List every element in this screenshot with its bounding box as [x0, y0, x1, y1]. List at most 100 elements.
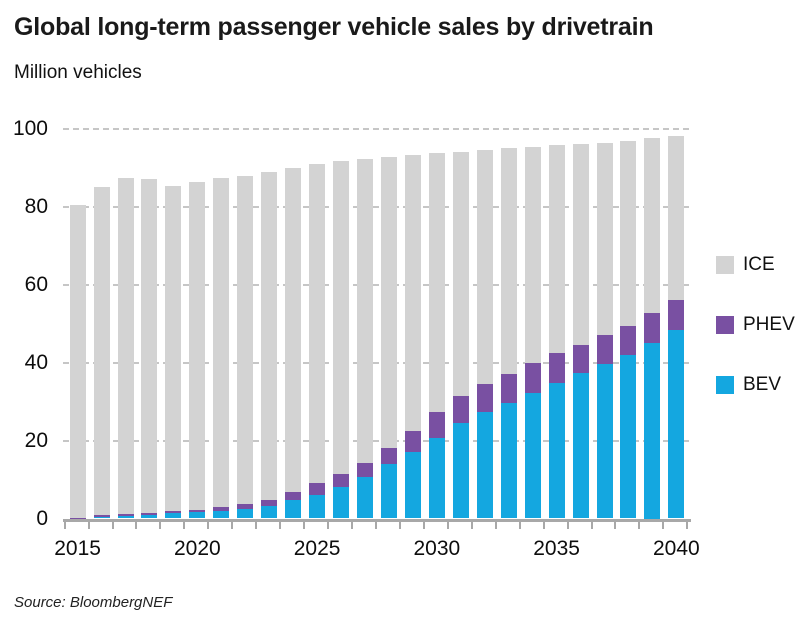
bar-2019-phev	[165, 511, 182, 514]
x-axis-tick	[159, 521, 162, 529]
gridline-y-60	[63, 283, 690, 286]
x-axis-tick	[686, 521, 689, 529]
chart-title: Global long-term passenger vehicle sales…	[14, 13, 654, 41]
bar-2029-bev	[404, 451, 421, 519]
x-axis-tick	[590, 521, 593, 529]
x-axis-line	[63, 518, 691, 522]
phev-swatch-icon	[716, 316, 734, 334]
bar-2036-phev	[572, 344, 589, 374]
bar-2034-phev	[524, 363, 541, 393]
bar-2040-phev	[668, 300, 685, 330]
legend-label-ice: ICE	[743, 254, 775, 275]
x-axis-tick	[63, 521, 66, 529]
gridline-y-40	[63, 361, 690, 364]
bar-2031-bev	[452, 422, 469, 519]
bar-2035-bev	[548, 382, 565, 519]
bar-2038-bev	[620, 354, 637, 519]
x-axis-tick	[542, 521, 545, 529]
bar-2033-bev	[500, 402, 517, 519]
x-axis-tick	[446, 521, 449, 529]
bar-2039-bev	[644, 343, 661, 519]
bar-2024-bev	[285, 499, 302, 519]
bar-2016-ice	[93, 187, 110, 516]
bar-2017-phev	[117, 514, 134, 517]
x-axis-tick	[470, 521, 473, 529]
x-axis-label-2025: 2025	[293, 537, 341, 560]
bar-2040-ice	[668, 135, 685, 301]
bar-2036-ice	[572, 144, 589, 345]
legend-item-phev: PHEV	[716, 314, 795, 335]
bar-2038-ice	[620, 140, 637, 327]
x-axis-tick	[111, 521, 114, 529]
bar-2027-bev	[357, 476, 373, 519]
bar-2037-bev	[596, 364, 613, 519]
bar-2029-phev	[404, 430, 421, 452]
bar-2034-bev	[524, 392, 541, 519]
bar-2031-phev	[452, 396, 469, 423]
bar-2026-ice	[333, 161, 350, 474]
legend-label-bev: BEV	[743, 374, 782, 395]
bar-2023-phev	[261, 499, 278, 506]
bar-2037-ice	[596, 142, 613, 336]
bar-2027-phev	[357, 462, 373, 477]
bar-2024-phev	[285, 492, 302, 500]
bar-2027-ice	[357, 158, 373, 463]
source-credit: Source: BloombergNEF	[14, 594, 173, 611]
bar-2020-phev	[189, 509, 206, 513]
bar-2033-ice	[500, 148, 517, 374]
bar-2023-bev	[261, 505, 278, 519]
x-axis-tick	[207, 521, 210, 529]
bar-2036-bev	[572, 373, 589, 519]
x-axis-tick	[398, 521, 401, 529]
bar-2021-bev	[213, 510, 230, 519]
bar-2028-phev	[380, 447, 397, 464]
bar-2035-ice	[548, 145, 565, 354]
bar-2022-phev	[237, 504, 254, 510]
bar-2022-ice	[237, 176, 254, 505]
bar-2015-phev	[69, 517, 86, 519]
x-axis-tick	[662, 521, 665, 529]
bar-2021-ice	[213, 178, 230, 508]
x-axis-tick	[638, 521, 641, 529]
y-axis-label-100: 100	[12, 116, 48, 140]
x-axis-tick	[518, 521, 521, 529]
bar-2038-phev	[620, 326, 637, 355]
bar-2029-ice	[404, 155, 421, 431]
x-axis-label-2015: 2015	[54, 537, 101, 560]
x-axis-tick	[494, 521, 497, 529]
gridline-y-100	[63, 127, 690, 130]
bar-2028-ice	[380, 156, 397, 448]
bar-2018-ice	[141, 179, 158, 513]
x-axis-tick	[135, 521, 138, 529]
bar-2032-ice	[476, 149, 493, 385]
y-axis-unit-label: Million vehicles	[14, 62, 142, 83]
bar-2030-bev	[428, 437, 445, 519]
bar-2015-ice	[69, 204, 86, 518]
y-axis-label-0: 0	[36, 506, 48, 530]
x-axis-label-2035: 2035	[533, 537, 580, 560]
bar-2019-ice	[165, 185, 182, 512]
x-axis-label-2030: 2030	[413, 537, 461, 560]
x-axis-tick	[422, 521, 425, 529]
y-axis-label-20: 20	[24, 428, 48, 452]
bar-2019-bev	[165, 513, 182, 519]
bar-2025-ice	[309, 164, 326, 483]
bar-2035-phev	[548, 353, 565, 383]
bar-2026-bev	[333, 486, 350, 519]
bar-2028-bev	[380, 463, 397, 519]
x-axis-tick	[327, 521, 330, 529]
bar-2017-ice	[117, 178, 134, 515]
x-axis-tick	[183, 521, 186, 529]
legend-item-bev: BEV	[716, 374, 782, 395]
bar-2034-ice	[524, 146, 541, 364]
bar-2031-ice	[452, 151, 469, 397]
bar-2018-bev	[141, 514, 158, 519]
bar-2040-bev	[668, 329, 685, 519]
bar-2039-phev	[644, 312, 661, 343]
bar-2030-phev	[428, 412, 445, 438]
y-axis-label-80: 80	[24, 194, 48, 218]
x-axis-tick	[279, 521, 282, 529]
bar-2025-phev	[309, 483, 326, 496]
